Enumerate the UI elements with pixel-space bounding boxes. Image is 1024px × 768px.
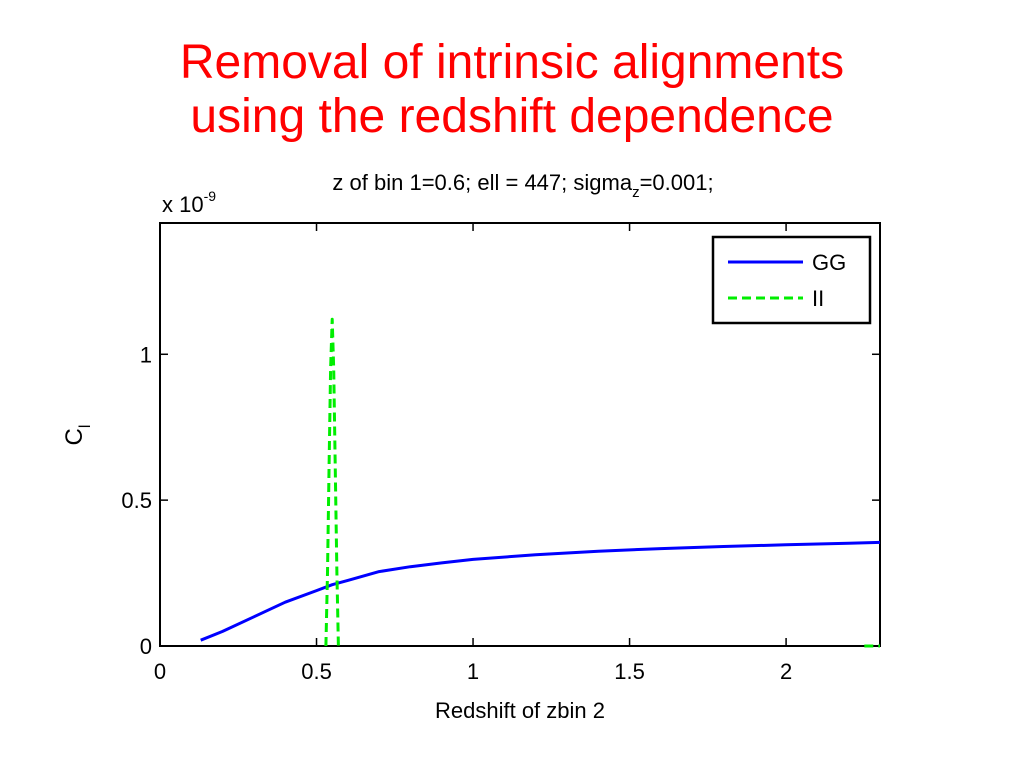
chart-title-subscript: z [632, 184, 640, 201]
slide-title-line-2: using the redshift dependence [190, 90, 834, 143]
x-tick-label: 1.5 [614, 659, 645, 684]
chart-title-suffix: =0.001; [640, 170, 714, 195]
y-axis-label-main: C [61, 428, 88, 445]
y-axis: 00.51 [121, 342, 880, 659]
slide-title-line-1: Removal of intrinsic alignments [179, 36, 845, 89]
y-tick-label: 0.5 [121, 488, 152, 513]
y-multiplier: x 10-9 [162, 188, 216, 217]
x-axis: 0 0.5 1 1.5 2 [154, 223, 792, 684]
slide-title: Removal of intrinsic alignments using th… [0, 36, 1024, 144]
legend-label-gg: GG [812, 250, 846, 275]
y-axis-label: Cl [61, 425, 94, 446]
legend-box [711, 235, 872, 325]
plot-lines [200, 317, 881, 648]
x-tick-label: 0.5 [301, 659, 332, 684]
y-tick-label: 0 [140, 634, 152, 659]
x-tick-label: 1 [467, 659, 479, 684]
x-axis-label: Redshift of zbin 2 [435, 698, 605, 723]
series-line-ii [324, 317, 880, 648]
y-multiplier-base: x 10 [162, 192, 204, 217]
y-axis-label-subscript: l [77, 425, 94, 429]
chart-title-prefix: z of bin 1=0.6; ell = 447; sigma [332, 170, 632, 195]
chart-title: z of bin 1=0.6; ell = 447; sigmaz=0.001; [332, 170, 713, 201]
legend-label-ii: II [812, 286, 824, 311]
x-tick-label: 2 [780, 659, 792, 684]
legend: GG II [711, 235, 872, 325]
x-tick-label: 0 [154, 659, 166, 684]
y-tick-label: 1 [140, 342, 152, 367]
y-multiplier-exponent: -9 [204, 188, 217, 204]
series-line-gg [200, 540, 881, 642]
